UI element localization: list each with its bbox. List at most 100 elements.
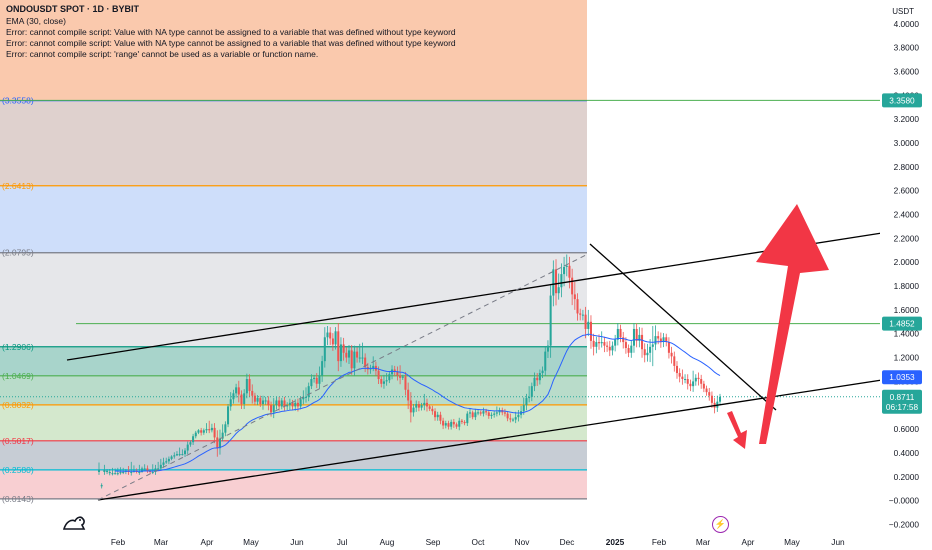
candle-body xyxy=(334,331,337,345)
candle-body xyxy=(221,432,224,439)
candle-body xyxy=(468,412,472,414)
last-price-badge[interactable] xyxy=(882,389,922,414)
candle-body xyxy=(584,314,587,329)
candle-body xyxy=(167,458,170,462)
fib-level-label: (1.2906) xyxy=(2,342,34,352)
chart-title[interactable]: ONDOUSDT SPOT · 1D · BYBIT xyxy=(6,4,140,14)
candle-body xyxy=(291,402,294,407)
candle-body xyxy=(122,471,125,473)
candle-body xyxy=(606,345,609,347)
candle-body xyxy=(331,338,334,345)
candle-body xyxy=(138,471,141,473)
trendlines xyxy=(66,232,883,501)
candle-body xyxy=(581,314,584,316)
error-message: Error: cannot compile script: 'range' ca… xyxy=(6,49,319,59)
candle-body xyxy=(506,413,509,419)
candle-body xyxy=(245,379,248,394)
currency-label[interactable]: USDT xyxy=(892,7,914,16)
candle-body xyxy=(278,400,281,407)
fib-zone xyxy=(0,0,587,101)
candle-body xyxy=(603,342,606,346)
price-tick-label: 2.0000 xyxy=(894,257,920,267)
time-tick-label: Feb xyxy=(652,537,667,547)
trendline[interactable] xyxy=(66,232,883,361)
price-tick-label: −0.0000 xyxy=(889,496,920,506)
candle-body xyxy=(608,346,611,351)
trendline[interactable] xyxy=(97,379,883,501)
candle-body xyxy=(684,379,687,381)
candle-body xyxy=(439,414,442,421)
fib-level-label: (0.5017) xyxy=(2,436,34,446)
small-down-arrow[interactable] xyxy=(727,411,747,449)
candle-body xyxy=(611,345,614,351)
time-tick-label: 2025 xyxy=(606,537,625,547)
time-tick-label: Mar xyxy=(154,537,169,547)
time-tick-label: May xyxy=(243,537,260,547)
candle-body xyxy=(455,424,458,427)
candle-body xyxy=(541,370,544,374)
price-tick-label: 2.8000 xyxy=(894,162,920,172)
candle-body xyxy=(108,471,111,474)
candle-body xyxy=(399,375,402,378)
candle-body xyxy=(665,337,668,343)
level-badge[interactable] xyxy=(882,316,922,331)
candle-body xyxy=(544,351,547,371)
candle-body xyxy=(404,376,407,390)
indicator-label[interactable]: EMA (30, close) xyxy=(6,16,66,26)
candle-body xyxy=(388,374,391,381)
ema-line[interactable] xyxy=(115,333,721,472)
big-up-arrow[interactable] xyxy=(756,204,829,444)
candle-body xyxy=(165,461,168,463)
candle-body xyxy=(140,468,144,472)
price-tick-label: 0.4000 xyxy=(894,448,920,458)
price-tick-label: 3.0000 xyxy=(894,138,920,148)
price-tick-label: 0.6000 xyxy=(894,424,920,434)
candle-body xyxy=(651,344,654,347)
candle-body xyxy=(261,400,265,405)
candle-body xyxy=(667,342,670,353)
candle-body xyxy=(536,377,539,381)
candle-body xyxy=(557,287,560,294)
dashed-trendline[interactable] xyxy=(97,253,589,501)
candle-body xyxy=(280,400,283,407)
price-tick-label: 1.2000 xyxy=(894,353,920,363)
candle-body xyxy=(296,402,299,407)
candle-body xyxy=(554,269,558,294)
candle-body xyxy=(369,368,372,370)
candle-body xyxy=(275,400,278,406)
candle-body xyxy=(248,379,251,391)
candle-body xyxy=(718,396,722,402)
candle-body xyxy=(186,444,189,451)
candle-body xyxy=(175,454,178,456)
fib-zones xyxy=(0,0,587,499)
candle-body xyxy=(119,471,122,474)
candle-body xyxy=(162,462,165,465)
time-tick-label: Nov xyxy=(515,537,531,547)
candle-body xyxy=(579,313,582,315)
candle-body xyxy=(326,332,329,338)
candle-body xyxy=(595,342,598,347)
price-tick-label: 2.2000 xyxy=(894,233,920,243)
candle-body xyxy=(423,402,426,406)
tradingview-logo-icon[interactable] xyxy=(62,512,88,532)
time-tick-label: Jun xyxy=(290,537,304,547)
level-badge[interactable] xyxy=(882,93,922,108)
candle-body xyxy=(235,387,238,394)
candle-body xyxy=(477,412,480,414)
candle-body xyxy=(299,399,302,407)
candle-body xyxy=(318,375,321,384)
last-price-badge-text: 0.8711 xyxy=(890,392,915,402)
candle-body xyxy=(509,418,512,420)
candle-body xyxy=(202,430,205,433)
time-tick-label: Feb xyxy=(111,537,126,547)
candle-body xyxy=(697,377,700,380)
lightning-icon[interactable]: ⚡ xyxy=(712,516,729,533)
ema-badge[interactable] xyxy=(882,370,922,385)
trendline[interactable] xyxy=(589,243,777,411)
candle-body xyxy=(447,423,450,427)
ema-badge-text: 1.0353 xyxy=(889,372,915,382)
candle-body xyxy=(342,344,345,353)
candle-body xyxy=(600,342,603,344)
